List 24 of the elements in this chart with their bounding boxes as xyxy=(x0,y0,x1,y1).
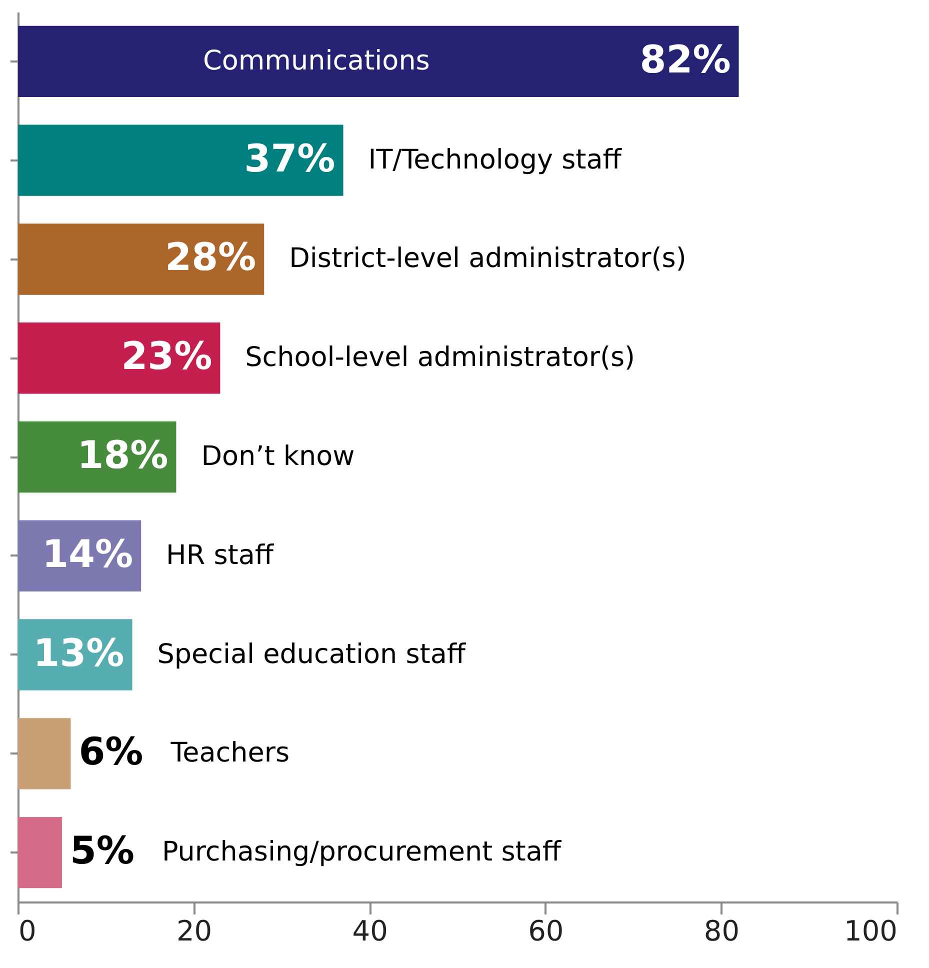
data-label: 18% xyxy=(77,433,168,477)
y-tick-label: Don’t know xyxy=(201,441,355,472)
y-tick-label: District-level administrator(s) xyxy=(289,243,686,274)
data-label: 5% xyxy=(70,828,134,873)
data-label: 14% xyxy=(42,532,134,576)
y-tick-label: Communications xyxy=(203,45,430,76)
y-tick-label: Teachers xyxy=(170,738,290,769)
x-tick-label: 0 xyxy=(18,914,36,948)
y-tick-label: IT/Technology staff xyxy=(368,144,623,176)
data-label: 6% xyxy=(78,730,144,774)
x-tick-label: 40 xyxy=(352,914,388,948)
data-label: 13% xyxy=(33,630,124,675)
y-tick-label: Special education staff xyxy=(157,638,467,670)
x-tick-label: 80 xyxy=(704,914,740,948)
y-tick-label: HR staff xyxy=(166,540,275,571)
x-tick-label: 20 xyxy=(176,914,212,948)
y-tick-label: Purchasing/procurement staff xyxy=(162,836,562,868)
data-label: 37% xyxy=(244,136,336,180)
data-label: 82% xyxy=(640,37,731,82)
y-tick-label: School-level administrator(s) xyxy=(245,342,636,374)
data-label: 28% xyxy=(165,235,256,280)
data-label: 23% xyxy=(121,334,212,378)
x-tick-label: 100 xyxy=(844,914,898,948)
x-tick-label: 60 xyxy=(528,914,564,948)
